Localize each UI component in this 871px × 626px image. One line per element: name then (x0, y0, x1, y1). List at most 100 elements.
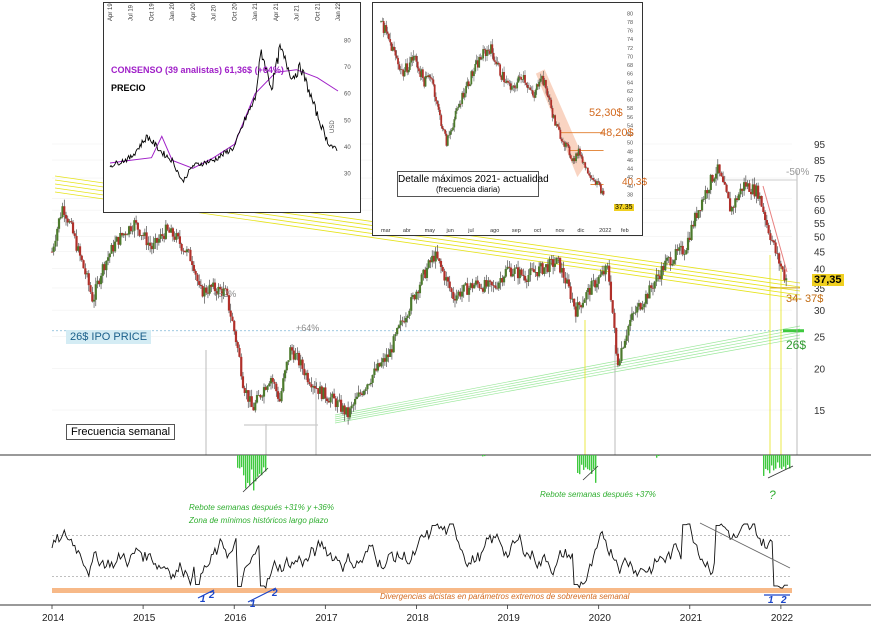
candle-body (68, 221, 71, 223)
daily-candle (541, 76, 543, 79)
daily-candle (412, 56, 415, 61)
daily-candle (580, 154, 583, 157)
daily-candle (590, 177, 593, 179)
x-tick-label: 2018 (406, 613, 429, 624)
candle-body (445, 277, 448, 281)
candle-body (746, 183, 749, 187)
candle-body (459, 291, 462, 297)
divergence-line (197, 589, 215, 599)
ipo-price-label: 26$ IPO PRICE (66, 330, 152, 344)
daily-candle (569, 155, 572, 159)
zone-note-2016: Zona de mínimos históricos largo plazo (189, 516, 329, 525)
candle-body (199, 284, 203, 286)
candle-body (762, 206, 765, 213)
daily-candle (479, 57, 482, 60)
candles (50, 159, 788, 425)
candle-body (208, 284, 211, 294)
inset1-x-tick: Jul 21 (295, 4, 301, 21)
candle-body (306, 372, 309, 383)
candle-body (513, 268, 516, 274)
inset1-x-tick: Apr 19 (108, 3, 114, 21)
candle-body (592, 280, 595, 282)
candle-body (313, 386, 316, 389)
inset2-x-tick: abr (403, 228, 411, 234)
daily-candle (589, 175, 592, 178)
inset1-y-label: USD (330, 120, 336, 133)
volume-bar (482, 455, 484, 457)
daily-candle (427, 75, 430, 78)
candle-body (443, 270, 446, 281)
ascending-support-line (334, 337, 801, 424)
candle-body (460, 291, 464, 297)
candle-body (175, 233, 178, 240)
volume-trend (767, 465, 794, 479)
daily-candle (520, 77, 522, 80)
candle-body (678, 247, 681, 251)
candle-body (523, 276, 527, 281)
inset2-x-tick: jul (467, 228, 474, 234)
candle-body (50, 251, 54, 253)
candle-body (91, 292, 94, 302)
inset2-y-tick: 70 (627, 54, 633, 60)
candle-body (159, 234, 162, 239)
volume-bar (263, 455, 265, 468)
daily-candle (547, 95, 550, 98)
candle-body (758, 196, 761, 199)
daily-candle (410, 57, 413, 63)
candle-body (466, 283, 469, 295)
candle-body (120, 233, 124, 236)
candle-body (685, 250, 688, 255)
daily-candle (420, 69, 423, 77)
candle-body (122, 233, 125, 236)
daily-candle (406, 63, 409, 73)
x-tick-label: 2022 (771, 613, 794, 624)
divergence-marker-1b: 1 (250, 599, 256, 610)
candle-body (212, 282, 215, 287)
daily-candle (473, 71, 475, 77)
candle-body (548, 259, 551, 272)
oscillator-line (51, 523, 788, 590)
candle-body (559, 257, 562, 273)
candle-body (98, 280, 101, 285)
candle-body (406, 316, 409, 318)
candle-body (501, 278, 504, 283)
daily-candle (550, 99, 553, 108)
daily-candle (381, 21, 384, 22)
daily-candle (533, 95, 536, 98)
candle-body (275, 383, 278, 392)
daily-candle (393, 46, 395, 51)
candle-body (170, 228, 173, 233)
candle-body (378, 363, 381, 367)
candle-body (438, 258, 441, 261)
candle-body (757, 185, 760, 199)
candle-body (494, 285, 497, 288)
frequency-label: Frecuencia semanal (66, 424, 176, 440)
candle-body (338, 399, 341, 401)
inset2-y-tick: 76 (627, 29, 633, 35)
candle-body (222, 288, 225, 296)
daily-candle (555, 124, 558, 126)
candle-body (376, 363, 379, 371)
candle-body (634, 312, 637, 314)
daily-candle (397, 57, 399, 65)
drawdown-trendline (762, 185, 788, 273)
candle-body (546, 264, 549, 272)
daily-candle (402, 69, 405, 77)
candle-body (452, 291, 455, 299)
candle-body (750, 191, 753, 195)
candle-body (198, 281, 201, 285)
daily-candle (491, 44, 494, 53)
candle-body (227, 295, 231, 311)
candle-body (257, 394, 260, 396)
candle-body (350, 405, 353, 409)
candle-body (255, 395, 259, 403)
candle-body (700, 199, 704, 211)
candle-body (229, 310, 232, 317)
daily-candle (575, 153, 577, 162)
volume-bar (785, 455, 787, 470)
candle-body (94, 284, 97, 300)
volume-bar (779, 455, 781, 468)
inset2-x-tick: ago (490, 228, 499, 234)
candle-body (622, 347, 625, 349)
candle-body (143, 232, 146, 236)
